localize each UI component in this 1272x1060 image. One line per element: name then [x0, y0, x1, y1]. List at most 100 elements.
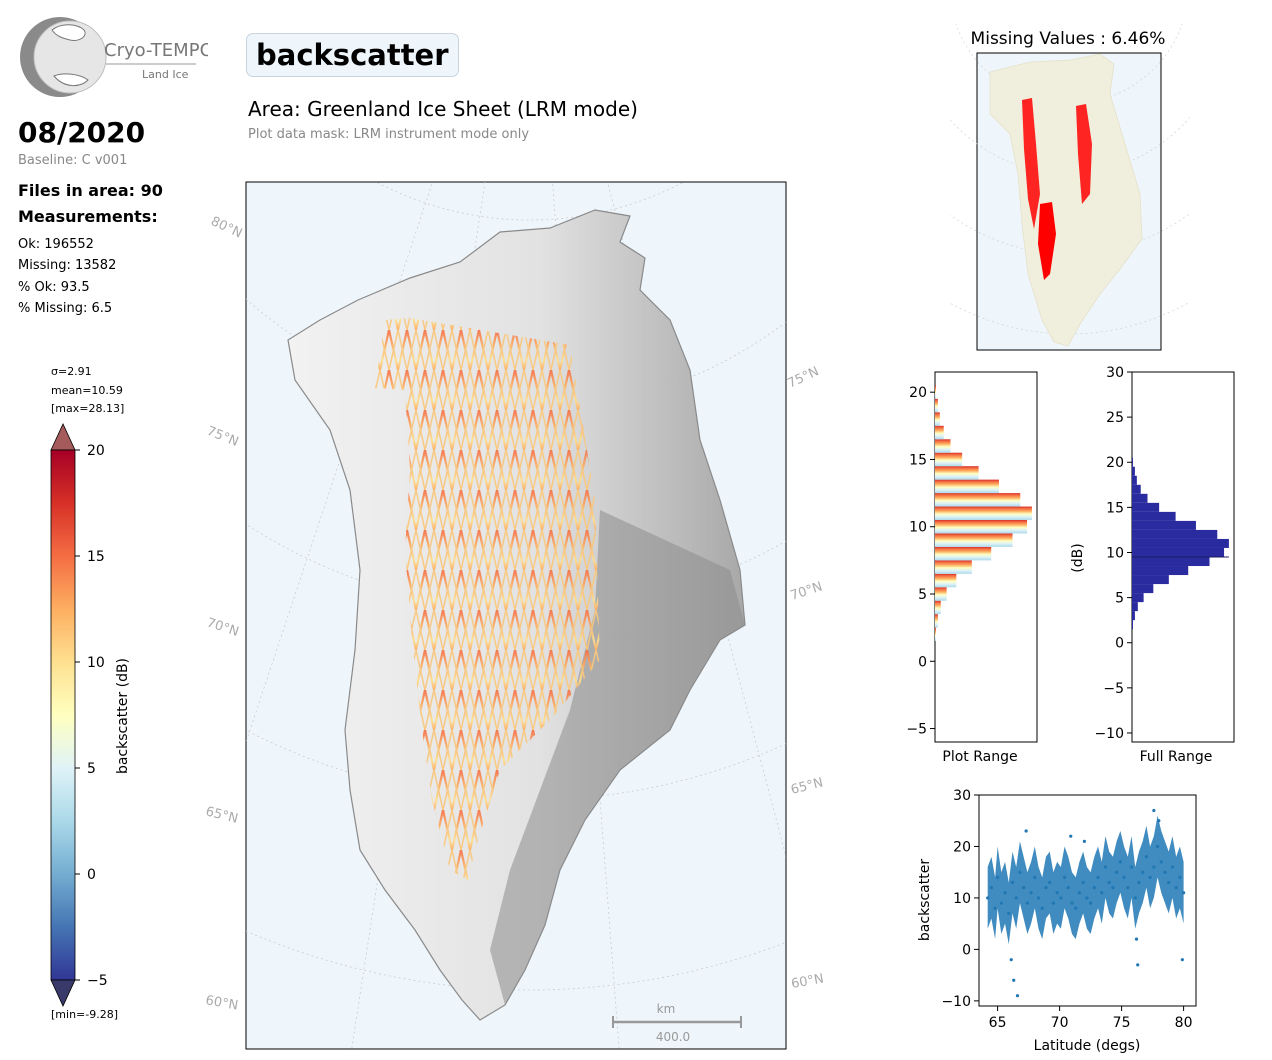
area-title: Area: Greenland Ice Sheet (LRM mode) — [248, 97, 638, 121]
scatter-point — [1137, 880, 1141, 885]
histogram-bar — [1132, 620, 1133, 630]
y-tick-label: 5 — [1115, 591, 1124, 607]
missing-values-map: Missing Values : 6.46% — [950, 24, 1190, 351]
period-date: 08/2020 — [18, 116, 146, 149]
lat-label: 75°N — [785, 364, 821, 391]
x-tick-label: 80 — [1175, 1015, 1193, 1031]
scatter-xlabel: Latitude (degs) — [1034, 1038, 1141, 1054]
scatter-ylabel: backscatter — [917, 859, 933, 941]
scatter-point — [1152, 865, 1156, 869]
variable-title: backscatter — [246, 33, 459, 77]
scatter-point — [1062, 875, 1067, 879]
missing-cluster — [1038, 202, 1056, 280]
scatter-density-band — [987, 815, 1184, 945]
logo-emblem-icon: Cryo-TEMPO Land Ice — [20, 17, 214, 97]
colorbar-label: backscatter (dB) — [115, 658, 131, 774]
scatter-point — [1009, 958, 1013, 962]
scatter-point — [1018, 870, 1022, 874]
histogram-bar — [1132, 602, 1138, 612]
scatter-point — [1100, 891, 1104, 895]
missing-cluster — [1076, 104, 1092, 204]
scatter-point — [1044, 886, 1048, 890]
lat-label: 75°N — [205, 424, 241, 450]
stat-missing: Missing: 13582 — [18, 258, 117, 273]
histogram-bar — [935, 533, 1013, 547]
histogram-bar — [935, 398, 938, 413]
logo-name: Cryo-TEMPO — [104, 40, 208, 61]
lrm-track-coverage — [375, 318, 600, 880]
y-tick-label: −10 — [941, 994, 971, 1010]
scatter-point — [1174, 886, 1178, 890]
colorbar: 20 15 10 5 0 −5 backscatter (dB) — [50, 423, 131, 1007]
y-tick-label: 15 — [1106, 500, 1124, 516]
scatter-point — [1126, 886, 1130, 890]
scatter-point — [1141, 870, 1145, 874]
y-tick-label: 0 — [918, 654, 927, 670]
x-tick-label: 65 — [989, 1015, 1007, 1031]
lat-label: 65°N — [789, 775, 824, 797]
histogram-bar — [1132, 575, 1169, 585]
full-range-bars — [1132, 457, 1229, 630]
scatter-point — [1155, 844, 1160, 849]
scatter-point — [1085, 896, 1089, 900]
histogram-bar — [935, 506, 1032, 520]
histogram-bar — [1132, 493, 1148, 503]
y-tick-label: 0 — [962, 942, 971, 958]
colorbar-min: [min=-9.28] — [51, 1008, 119, 1021]
scatter-point — [1040, 906, 1044, 910]
histogram-bar — [1132, 593, 1144, 603]
y-tick-label: 0 — [1115, 636, 1124, 652]
x-tick-label: 75 — [1113, 1015, 1131, 1031]
baseline-label: Baseline: C v001 — [18, 153, 128, 168]
scatter-point — [1077, 891, 1082, 895]
main-map: 80°N 75°N 70°N 65°N 60°N 75°N 70°N 65°N … — [204, 181, 825, 1050]
y-tick-label: 20 — [909, 385, 927, 401]
histogram-bar — [1132, 511, 1176, 521]
scatter-point — [1144, 855, 1148, 859]
histogram-bar — [935, 412, 940, 426]
scatter-point — [1092, 886, 1096, 890]
y-tick-label: 20 — [953, 839, 971, 855]
y-tick-label: 15 — [909, 452, 927, 468]
colorbar-tick: 0 — [87, 867, 96, 883]
measurements-heading: Measurements: — [18, 207, 158, 226]
histogram-bar — [935, 425, 944, 440]
scatter-point — [1012, 978, 1016, 982]
histogram-bar — [1132, 502, 1160, 512]
logo-subtitle: Land Ice — [142, 68, 189, 81]
scatter-point — [1167, 880, 1171, 885]
scatter-point — [1148, 875, 1152, 879]
colorbar-sigma: σ=2.91 — [51, 365, 92, 378]
y-tick-label: 10 — [953, 891, 971, 907]
histogram-bar — [1132, 475, 1137, 485]
map-scale-bar: km 400.0 — [612, 1002, 742, 1044]
scatter-point — [1180, 958, 1184, 962]
histogram-bar — [1132, 529, 1218, 539]
histogram-bar — [1132, 566, 1189, 576]
scatter-point — [1014, 896, 1018, 900]
histogram-bar — [935, 466, 979, 480]
scatter-point — [1170, 865, 1175, 869]
histogram-bar — [935, 385, 936, 399]
scatter-point — [1003, 891, 1007, 895]
histogram-plot-range: −5 0 5 10 15 20 Plot Range — [906, 371, 1038, 765]
histogram-bar — [935, 546, 992, 561]
histogram-full-range: −10 −5 0 5 10 15 20 25 30 (dB) Full Range — [1070, 365, 1235, 765]
missing-values-title: Missing Values : 6.46% — [971, 29, 1166, 49]
scatter-point — [1103, 865, 1108, 869]
scatter-point — [1010, 880, 1015, 885]
histogram-bar — [935, 600, 941, 615]
scatter-point — [996, 875, 1000, 879]
full-range-label: Full Range — [1140, 749, 1213, 765]
scatter-point — [1096, 875, 1100, 879]
colorbar-tick: 5 — [87, 761, 96, 777]
lat-label: 65°N — [204, 804, 239, 826]
missing-cluster — [1022, 98, 1040, 229]
y-tick-label: 25 — [1106, 410, 1124, 426]
stat-percent-missing: % Missing: 6.5 — [18, 301, 113, 316]
missing-points — [1022, 98, 1092, 280]
scatter-point — [999, 901, 1003, 905]
plot-range-bars — [935, 385, 1032, 642]
x-tick-label: 70 — [1051, 1015, 1069, 1031]
histogram-bar — [1132, 520, 1196, 530]
